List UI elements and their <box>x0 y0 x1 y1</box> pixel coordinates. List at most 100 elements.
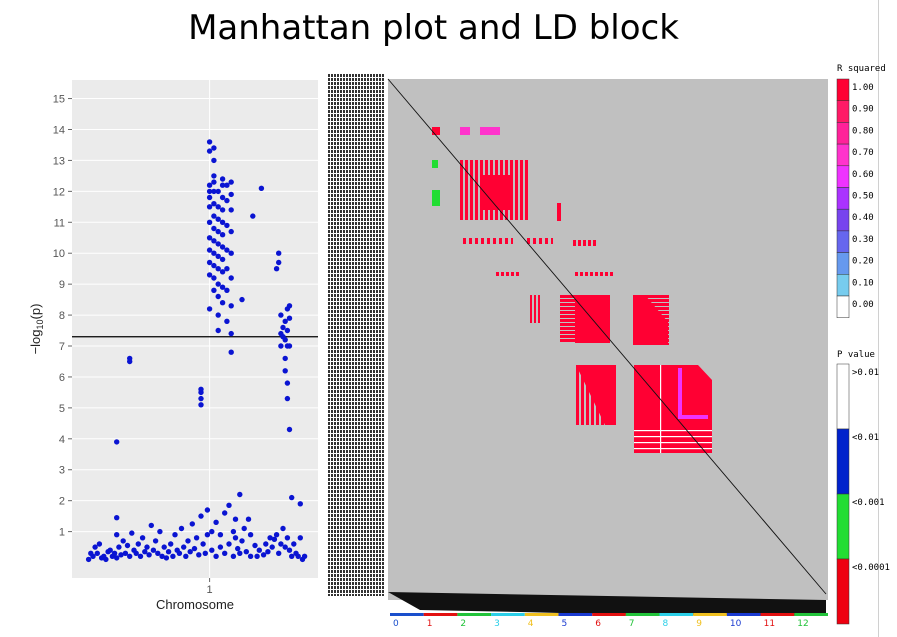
chromosome-label: 1 <box>427 619 433 629</box>
ld-cell <box>575 272 578 276</box>
rsq-swatch <box>836 165 850 188</box>
data-point <box>92 544 98 550</box>
ld-cell <box>499 238 502 244</box>
data-point <box>198 513 204 519</box>
y-tick-label: 8 <box>59 310 65 322</box>
data-point <box>206 259 213 266</box>
data-point <box>202 550 208 556</box>
data-point <box>282 544 288 550</box>
ld-cell <box>633 295 669 298</box>
data-point <box>209 547 215 553</box>
data-point <box>96 541 103 547</box>
data-point <box>237 491 243 498</box>
ld-cell <box>610 272 613 276</box>
data-point <box>183 553 189 559</box>
ld-gap-line <box>634 442 712 444</box>
data-point <box>215 188 221 195</box>
chromosome-label: 8 <box>663 619 669 629</box>
ld-cell <box>539 238 542 244</box>
data-point <box>211 213 217 219</box>
data-point <box>219 244 226 250</box>
ld-cell <box>534 295 536 323</box>
ld-gap-line <box>634 436 712 438</box>
data-point <box>135 541 141 547</box>
data-point <box>276 250 282 256</box>
data-point <box>284 327 291 334</box>
ld-cell <box>465 160 468 220</box>
y-tick-label: 6 <box>59 372 65 384</box>
data-point <box>219 176 226 182</box>
rsq-legend-title: R squared <box>837 64 886 74</box>
data-point <box>127 553 133 559</box>
data-point <box>226 502 232 508</box>
page-title: Manhattan plot and LD block <box>188 8 679 48</box>
chromosome-segment <box>693 613 727 616</box>
ld-cell <box>557 203 561 221</box>
ld-cell <box>515 160 518 220</box>
data-point <box>217 532 224 538</box>
ld-cell <box>595 272 598 276</box>
ld-cell <box>583 240 586 246</box>
data-point <box>206 182 213 188</box>
data-point <box>256 547 262 553</box>
data-point <box>204 532 211 538</box>
chromosome-segment <box>423 613 458 616</box>
data-point <box>284 395 291 402</box>
data-point <box>219 194 226 201</box>
data-point <box>198 386 204 392</box>
pval-legend-title: P value <box>837 350 875 360</box>
rsq-swatch <box>836 274 850 297</box>
data-point <box>206 148 213 154</box>
data-point <box>94 550 101 556</box>
data-point <box>206 139 213 145</box>
data-point <box>161 544 167 550</box>
y-tick-label: 2 <box>59 496 65 508</box>
data-point <box>282 337 288 343</box>
data-point <box>237 550 243 556</box>
chromosome-segment <box>390 613 424 616</box>
pval-level-label: >0.01 <box>852 368 879 378</box>
data-point <box>155 550 161 556</box>
ld-block-triangle <box>633 295 668 345</box>
ld-cell <box>460 127 470 135</box>
ld-cell <box>634 365 698 453</box>
data-point <box>254 553 260 559</box>
data-point <box>291 541 297 547</box>
data-point <box>228 303 234 309</box>
data-point <box>228 275 234 281</box>
rsq-level-label: 0.30 <box>852 235 874 245</box>
data-point <box>215 241 221 247</box>
manhattan-panel-background <box>72 80 318 578</box>
chromosome-label: 9 <box>696 619 702 629</box>
chromosome-segment <box>457 613 492 616</box>
rsq-swatch <box>836 100 850 123</box>
pval-legend: >0.01 <0.01 <0.001 <0.0001 <box>836 363 890 625</box>
data-point <box>219 219 226 225</box>
data-point <box>185 538 191 544</box>
data-point <box>193 535 200 541</box>
ld-cell <box>585 272 588 276</box>
data-point <box>165 549 172 555</box>
data-point <box>267 535 273 541</box>
pval-level-label: <0.001 <box>852 498 885 508</box>
ld-cell <box>588 240 591 246</box>
chromosome-label: 7 <box>629 619 635 629</box>
y-tick-label: 4 <box>59 434 65 446</box>
data-point <box>148 522 154 529</box>
x-tick-label: 1 <box>207 584 213 596</box>
rsq-level-label: 0.60 <box>852 170 874 180</box>
data-point <box>215 281 221 287</box>
chromosome-segment <box>491 613 525 616</box>
data-point <box>280 324 286 331</box>
data-point <box>247 532 254 538</box>
ld-cell <box>501 272 504 276</box>
y-tick-label: 1 <box>59 527 65 539</box>
data-point <box>276 550 282 556</box>
data-point <box>211 262 217 269</box>
data-point <box>286 343 293 349</box>
y-tick-label: 3 <box>59 465 65 477</box>
ld-cell <box>487 238 490 244</box>
data-point <box>176 550 183 556</box>
page-edge-divider <box>878 0 879 637</box>
ld-cell <box>578 240 581 246</box>
